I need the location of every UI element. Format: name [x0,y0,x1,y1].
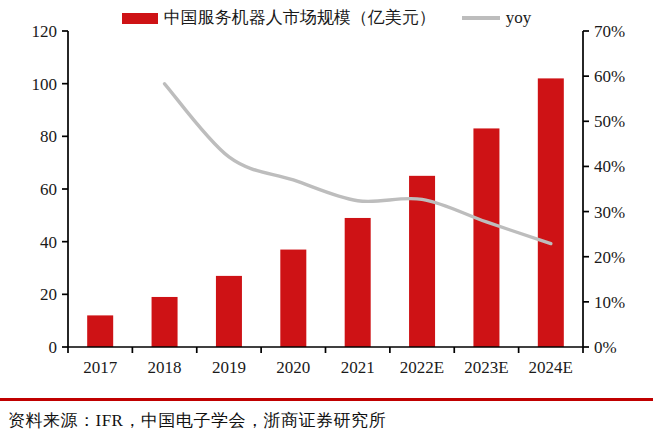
left-axis-label: 60 [40,180,57,199]
left-axis-label: 0 [49,338,58,357]
right-axis-label: 20% [594,248,625,267]
left-axis-label: 120 [32,22,58,41]
right-axis-label: 10% [594,293,625,312]
chart-figure: 中国服务机器人市场规模（亿美元） yoy 0204060801001200%10… [0,0,653,444]
footer-rule [0,398,653,401]
right-axis-label: 0% [594,338,617,357]
bar-2018 [152,297,178,347]
left-axis-label: 20 [40,285,57,304]
x-axis-label: 2021 [341,358,375,377]
chart-plot: 0 20 40 60 80 100 120 0% 10% 20% 30% 40% 50% 60% 70% 20… [0,0,653,400]
left-axis-label: 80 [40,127,57,146]
bar-2024E [538,78,564,347]
x-axis-label: 2018 [148,358,182,377]
x-axis-label: 2019 [212,358,246,377]
bar-2023E [473,128,499,347]
right-axis-label: 50% [594,112,625,131]
x-axis-label: 2017 [83,358,118,377]
bar-2020 [280,250,306,347]
x-axis-label: 2023E [464,358,508,377]
source-note: 资料来源：IFR，中国电子学会，浙商证券研究所 [8,409,386,432]
right-axis-label: 30% [594,203,625,222]
bar-2021 [345,218,371,347]
bar-2019 [216,276,242,347]
right-axis-label: 60% [594,67,625,86]
x-axis-label: 2022E [400,358,444,377]
x-axis-label: 2024E [529,358,573,377]
right-axis-label: 40% [594,157,625,176]
left-axis-label: 100 [32,75,58,94]
x-axis-label: 2020 [276,358,310,377]
right-axis-label: 70% [594,22,625,41]
left-axis-label: 40 [40,233,57,252]
bar-2017 [87,315,113,347]
